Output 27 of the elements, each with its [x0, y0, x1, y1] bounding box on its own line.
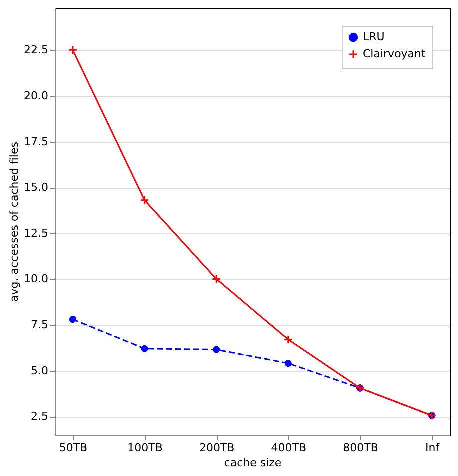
y-axis-title: avg. accesses of cached files: [8, 142, 22, 302]
point: [68, 46, 78, 55]
point: [284, 360, 292, 368]
point: [69, 316, 76, 324]
point: [212, 274, 222, 284]
point: [141, 345, 148, 352]
point: [213, 346, 220, 354]
legend-label: Clairvoyant: [363, 48, 427, 60]
legend-label: LRU: [363, 30, 385, 44]
x-tick-label: 800TB: [343, 442, 378, 454]
y-tick-label: 15.0: [24, 181, 48, 194]
y-tick-label: 20.0: [24, 89, 48, 102]
y-tick-label: 12.5: [24, 226, 48, 240]
y-tick-label: 2.5: [31, 410, 48, 424]
point: [140, 196, 150, 206]
x-tick-label: 200TB: [199, 442, 235, 454]
x-tick-label: Inf: [426, 442, 441, 454]
y-tick-label: 7.5: [31, 318, 48, 332]
x-tick-label: 50TB: [59, 442, 88, 454]
y-tick-label: 5.0: [31, 364, 48, 378]
y-tick-label: 17.5: [24, 135, 48, 148]
x-axis-title: cache size: [224, 456, 282, 470]
x-tick-label: 100TB: [128, 442, 163, 454]
x-tick-label: 400TB: [271, 442, 307, 454]
y-tick-label: 10.0: [24, 272, 48, 286]
y-tick-label: 22.5: [24, 44, 48, 57]
point: [284, 335, 294, 344]
